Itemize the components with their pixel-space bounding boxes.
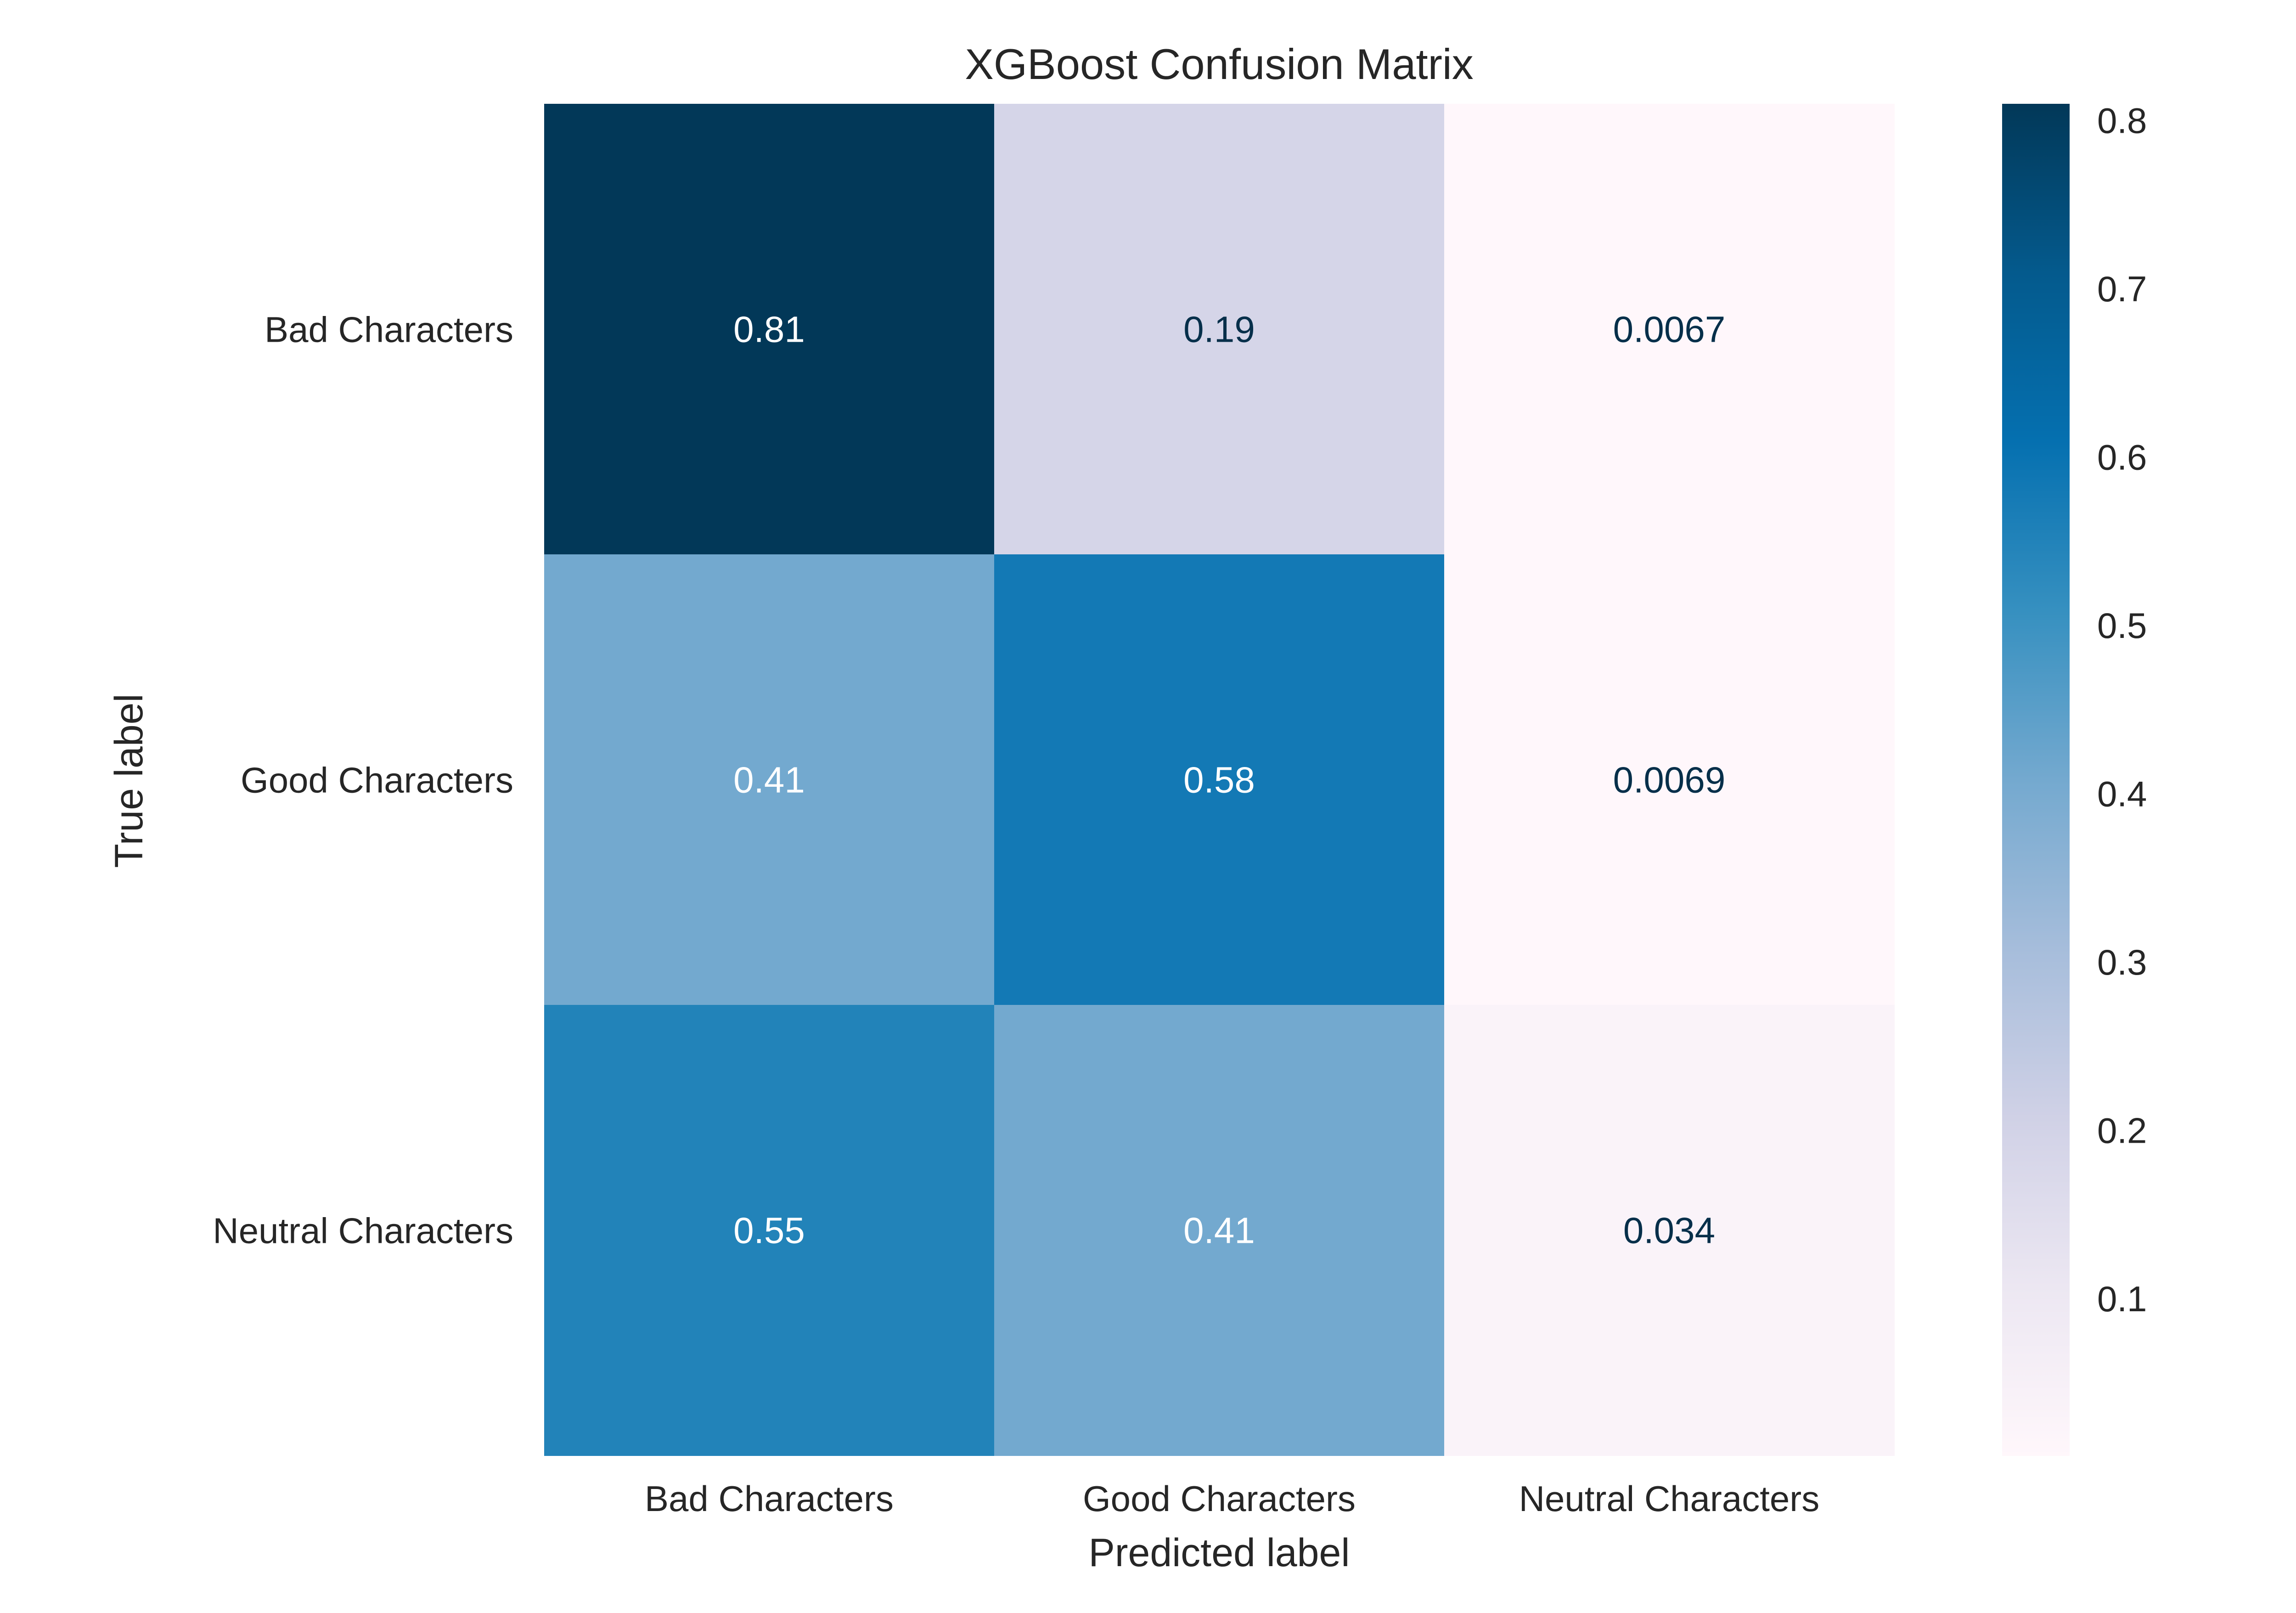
heatmap-cell: [994, 104, 1445, 555]
y-axis-label: True label: [107, 694, 151, 868]
cell-value-label: 0.0067: [1613, 309, 1726, 350]
heatmap-cell: [544, 104, 995, 555]
y-tick-label: Good Characters: [241, 760, 513, 801]
chart-title: XGBoost Confusion Matrix: [965, 40, 1474, 88]
colorbar-tick-label: 0.7: [2097, 269, 2147, 309]
heatmap-cell: [1444, 104, 1895, 555]
colorbar-tick-label: 0.5: [2097, 605, 2147, 646]
x-tick-label: Good Characters: [1083, 1478, 1356, 1519]
cell-value-label: 0.41: [733, 760, 805, 801]
y-tick-labels: Bad Characters Good Characters Neutral Cha…: [213, 310, 513, 1251]
colorbar-ticks: 0.1 0.2 0.3 0.4 0.5 0.6 0.7 0.8: [2097, 101, 2147, 1319]
cell-value-label: 0.034: [1623, 1210, 1715, 1251]
colorbar-tick-label: 0.8: [2097, 101, 2147, 141]
colorbar-tick-label: 0.3: [2097, 942, 2147, 982]
heatmap-cell: [544, 554, 995, 1005]
cell-value-label: 0.0069: [1613, 760, 1726, 801]
cell-value-label: 0.81: [733, 309, 805, 350]
heatmap-cells: 0.81 0.19 0.0067 0.41 0.58 0.0069 0.55 0.41 0.03…: [544, 104, 1895, 1456]
cell-value-label: 0.19: [1183, 309, 1255, 350]
cell-value-label: 0.55: [733, 1210, 805, 1251]
heatmap-cell: [1444, 554, 1895, 1005]
colorbar-tick-label: 0.4: [2097, 774, 2147, 814]
x-tick-label: Neutral Characters: [1519, 1478, 1820, 1519]
colorbar: [2002, 104, 2070, 1456]
cell-value-label: 0.58: [1183, 760, 1255, 801]
heatmap-cell: [994, 554, 1445, 1005]
y-tick-label: Neutral Characters: [213, 1211, 513, 1251]
colorbar-tick-label: 0.6: [2097, 437, 2147, 478]
x-axis-label: Predicted label: [1089, 1531, 1350, 1575]
heatmap-cell: [544, 1005, 995, 1456]
x-tick-label: Bad Characters: [645, 1478, 894, 1519]
colorbar-tick-label: 0.2: [2097, 1111, 2147, 1151]
heatmap-cell: [1444, 1005, 1895, 1456]
heatmap-cell: [994, 1005, 1445, 1456]
y-tick-label: Bad Characters: [264, 310, 513, 350]
cell-value-label: 0.41: [1183, 1210, 1255, 1251]
colorbar-tick-label: 0.1: [2097, 1279, 2147, 1319]
x-tick-labels: Bad Characters Good Characters Neutral Cha…: [645, 1478, 1819, 1519]
